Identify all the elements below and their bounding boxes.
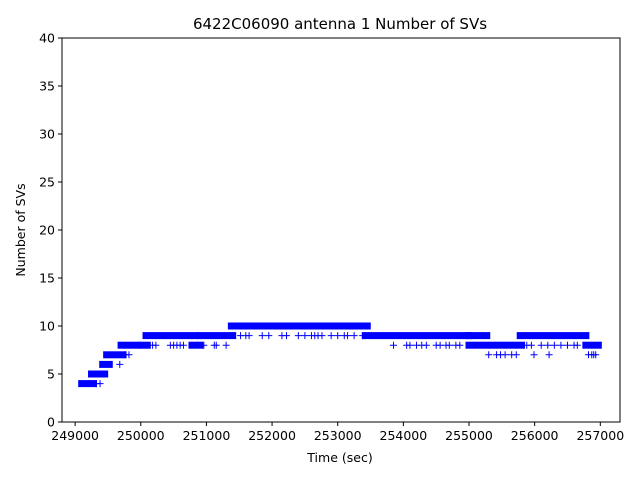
data-point <box>390 341 398 349</box>
x-tick-label: 250000 <box>117 428 165 443</box>
y-tick-label: 25 <box>39 175 55 190</box>
x-tick-label: 252000 <box>248 428 296 443</box>
data-point <box>283 332 291 340</box>
x-tick-label: 254000 <box>380 428 428 443</box>
data-run <box>465 332 491 340</box>
data-point <box>550 341 558 349</box>
data-point <box>152 341 160 349</box>
y-axis-label: Number of SVs <box>13 183 28 276</box>
data-run <box>88 370 109 378</box>
data-point <box>456 341 464 349</box>
x-tick-label: 256000 <box>511 428 559 443</box>
y-tick-label: 15 <box>39 271 55 286</box>
data-point <box>121 351 129 359</box>
data-point <box>530 351 538 359</box>
data-run <box>188 341 204 349</box>
y-tick-label: 5 <box>47 367 55 382</box>
data-point <box>545 351 553 359</box>
data-point <box>436 341 444 349</box>
data-point <box>200 341 208 349</box>
data-point <box>527 341 535 349</box>
data-marks <box>78 322 602 388</box>
y-tick-label: 30 <box>39 127 55 142</box>
chart-title: 6422C06090 antenna 1 Number of SVs <box>193 15 487 33</box>
data-point <box>563 341 571 349</box>
x-tick-label: 251000 <box>183 428 231 443</box>
data-point <box>501 351 509 359</box>
data-point <box>573 341 581 349</box>
axis-ticks: 249000 250000 251000 252000 253000 254000 2550… <box>39 31 624 444</box>
data-point <box>84 380 92 388</box>
data-point <box>485 351 493 359</box>
x-tick-label: 257000 <box>576 428 624 443</box>
data-point <box>301 332 309 340</box>
data-run <box>99 360 113 368</box>
y-tick-label: 10 <box>39 319 55 334</box>
data-point <box>265 332 273 340</box>
data-run <box>103 351 127 359</box>
plot-frame <box>61 37 621 423</box>
data-point <box>422 341 430 349</box>
data-run <box>465 341 526 349</box>
data-point <box>592 351 600 359</box>
y-tick-label: 20 <box>39 223 55 238</box>
x-axis-label: Time (sec) <box>306 450 372 465</box>
data-run <box>516 332 590 340</box>
data-point <box>137 341 145 349</box>
data-point <box>334 332 342 340</box>
data-point <box>406 341 414 349</box>
data-point <box>445 341 453 349</box>
data-point <box>294 332 302 340</box>
y-tick-label: 40 <box>39 31 55 46</box>
data-run <box>196 332 237 340</box>
data-run <box>117 341 151 349</box>
data-point <box>245 332 253 340</box>
data-point <box>258 332 266 340</box>
data-point <box>359 332 367 340</box>
data-point <box>222 341 230 349</box>
data-point <box>212 341 220 349</box>
data-point <box>557 341 565 349</box>
x-tick-label: 249000 <box>51 428 99 443</box>
y-tick-label: 35 <box>39 79 55 94</box>
data-point <box>350 332 358 340</box>
data-point <box>116 360 124 368</box>
data-point <box>537 341 545 349</box>
y-tick-label: 0 <box>47 415 55 430</box>
data-point <box>512 351 520 359</box>
x-tick-label: 253000 <box>314 428 362 443</box>
data-run <box>582 341 602 349</box>
data-run <box>227 322 371 330</box>
data-point <box>179 341 187 349</box>
data-point <box>544 341 552 349</box>
data-point <box>92 380 100 388</box>
data-run <box>361 332 473 340</box>
data-point <box>344 332 352 340</box>
data-run <box>142 332 199 340</box>
x-tick-label: 255000 <box>445 428 493 443</box>
data-point <box>327 332 335 340</box>
data-point <box>318 332 326 340</box>
